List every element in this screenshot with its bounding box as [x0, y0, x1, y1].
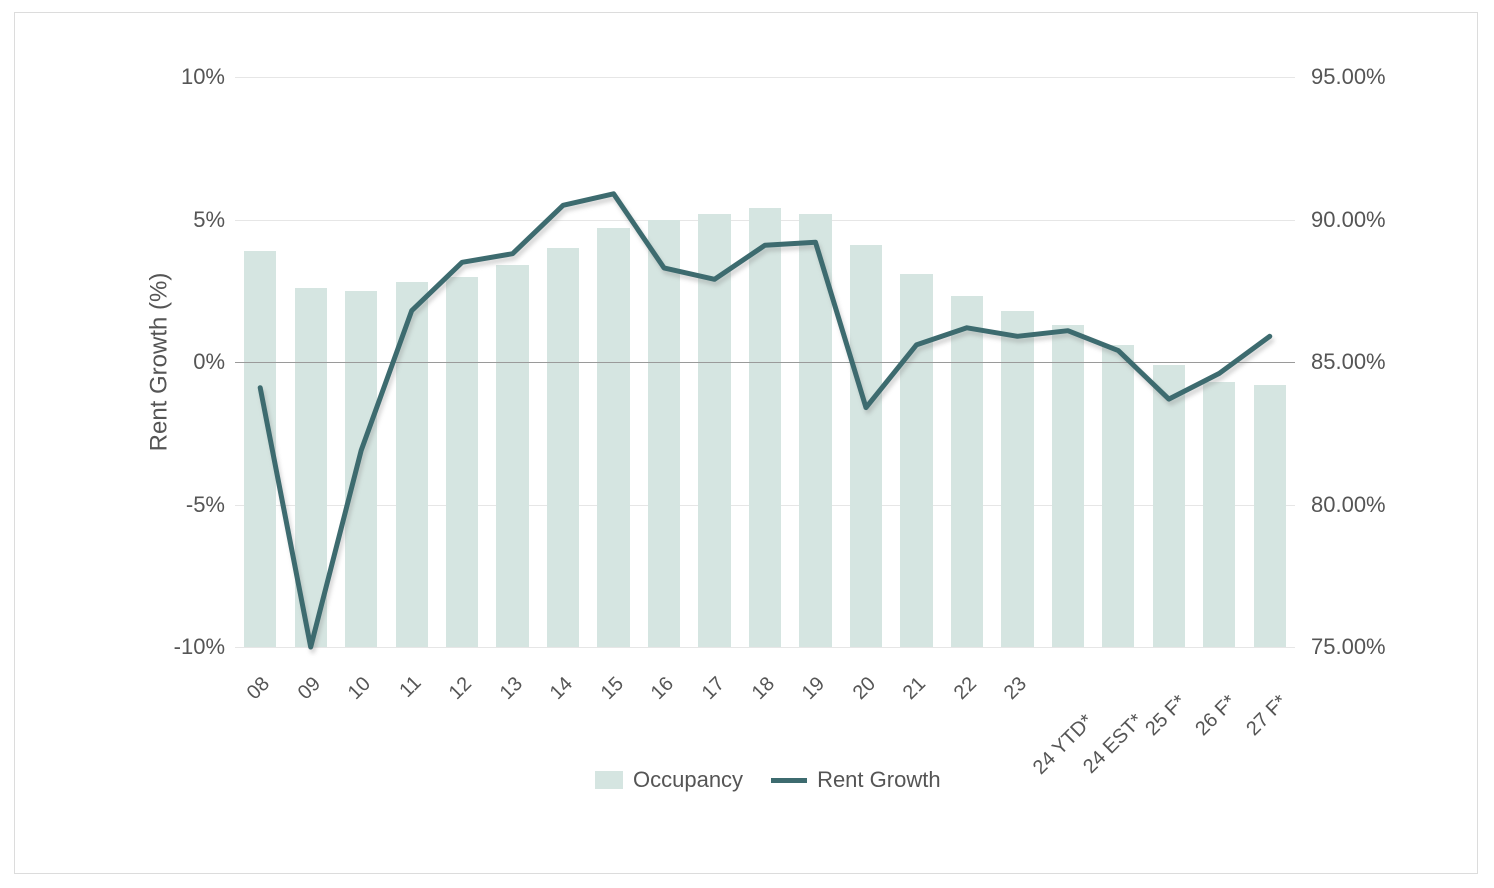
x-axis-label: 22 [965, 657, 997, 689]
rent-growth-line [235, 77, 1295, 647]
occupancy-tick-label: 95.00% [1311, 64, 1386, 90]
x-axis-label: 11 [410, 657, 441, 688]
x-axis-label: 23 [1016, 657, 1048, 689]
x-axis-label: 12 [461, 657, 493, 689]
chart-legend: Occupancy Rent Growth [595, 767, 941, 793]
rent-growth-tick-label: -10% [135, 634, 225, 660]
legend-item-occupancy: Occupancy [595, 767, 743, 793]
occupancy-tick-label: 85.00% [1311, 349, 1386, 375]
x-axis-label: 27 F* [1276, 657, 1326, 707]
x-axis-label: 17 [713, 657, 745, 689]
legend-label: Occupancy [633, 767, 743, 793]
x-axis-label: 18 [764, 657, 796, 689]
occupancy-tick-label: 75.00% [1311, 634, 1386, 660]
x-axis-label: 21 [915, 657, 947, 689]
legend-swatch-bar [595, 771, 623, 789]
occupancy-tick-label: 80.00% [1311, 492, 1386, 518]
x-axis-label: 08 [259, 657, 291, 689]
legend-label: Rent Growth [817, 767, 941, 793]
rent-growth-tick-label: -5% [135, 492, 225, 518]
chart-container: Rent Growth (%) Occupancy (%) OccupancyR… [14, 12, 1478, 874]
rent-growth-tick-label: 10% [135, 64, 225, 90]
rent-growth-tick-label: 5% [135, 207, 225, 233]
x-axis-label: 19 [814, 657, 846, 689]
plot-area [235, 77, 1295, 647]
x-axis-label: 13 [511, 657, 543, 689]
rent-growth-tick-label: 0% [135, 349, 225, 375]
x-axis-label: 20 [864, 657, 896, 689]
legend-item-rent-growth: Rent Growth [771, 767, 941, 793]
x-axis-label: 09 [309, 657, 341, 689]
x-axis-label: 14 [562, 657, 594, 689]
legend-swatch-line [771, 778, 807, 783]
x-axis-label: 16 [663, 657, 695, 689]
gridline [235, 647, 1295, 648]
x-axis-label: 15 [612, 657, 644, 689]
occupancy-tick-label: 90.00% [1311, 207, 1386, 233]
x-axis-label: 10 [360, 657, 392, 689]
